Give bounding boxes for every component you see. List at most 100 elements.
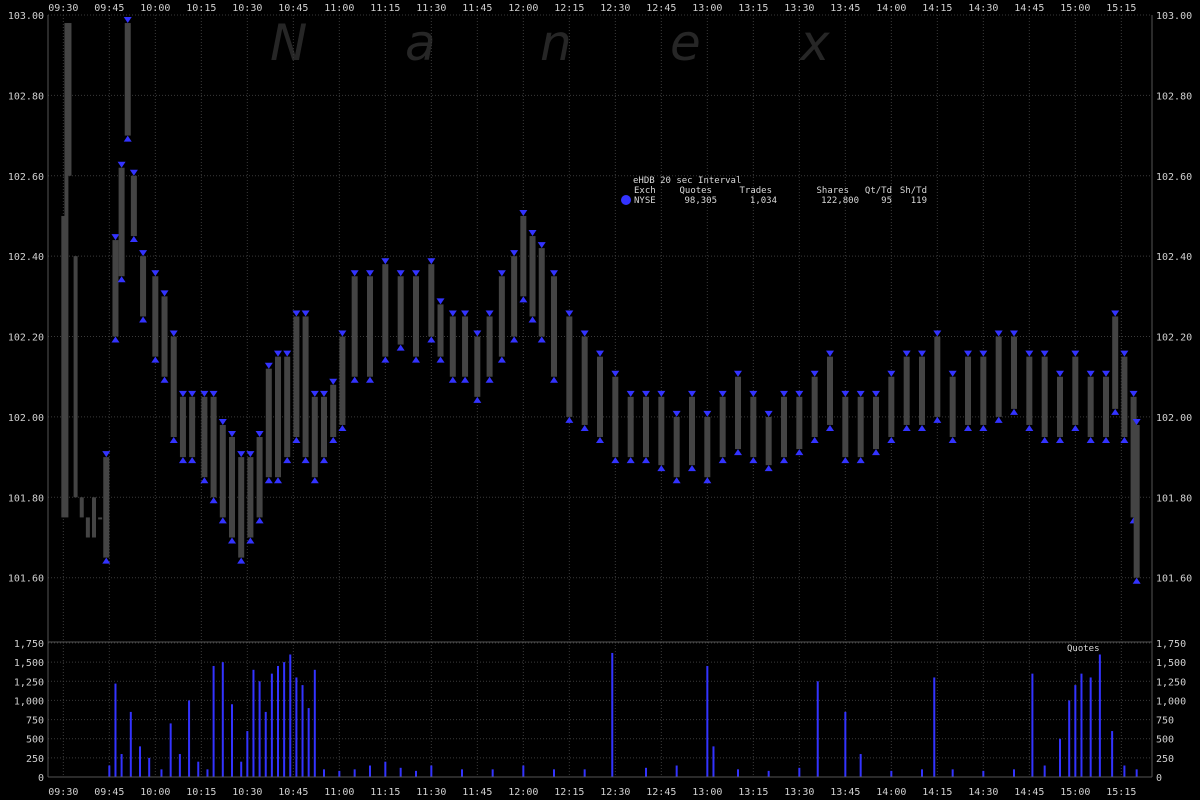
nyse-bid-point [764,465,773,472]
nyse-spread-bar [1057,376,1063,438]
nyse-spread-bar [1121,356,1128,438]
quote-count-bar [206,769,209,777]
nyse-spread-bar [397,276,404,345]
nyse-ask-point [718,390,727,397]
nyse-spread-bar [1112,316,1119,409]
quote-count-bar [240,761,243,777]
nyse-bid-point [948,437,957,444]
trade-range-bar [67,23,72,176]
volume-y-tick-label-left: 750 [26,716,44,727]
nyse-ask-point [1129,390,1138,397]
trade-range-bar [79,497,84,518]
nyse-spread-bar [949,376,956,438]
nyse-spread-bar [750,396,757,458]
x-tick-label-top: 13:00 [692,3,722,14]
x-tick-label-top: 14:30 [968,3,998,14]
nyse-spread-bar [140,256,147,317]
nyse-spread-bar [462,316,469,377]
watermark-letter: n [540,14,572,72]
nyse-bid-point [412,356,420,363]
x-tick-label-bottom: 13:00 [692,787,722,798]
y-tick-label-right: 102.20 [1156,333,1192,344]
nyse-bid-point [320,457,328,464]
nyse-ask-point [688,390,696,397]
nyse-ask-point [283,350,292,357]
quote-count-bar [289,654,292,777]
x-tick-label-top: 12:15 [554,3,584,14]
nyse-bid-point [749,457,758,464]
nyse-bid-point [448,376,457,383]
nyse-ask-point [872,390,880,397]
x-tick-label-bottom: 12:30 [600,787,630,798]
quote-count-bar [1043,765,1046,777]
x-tick-label-bottom: 09:45 [94,787,124,798]
quote-count-bar [1080,673,1083,777]
nyse-ask-point [246,451,255,458]
nyse-spread-bar [551,276,557,377]
quote-count-bar [1013,769,1015,777]
x-tick-label-bottom: 10:15 [186,787,216,798]
nyse-spread-bar [581,336,588,425]
nyse-ask-point [123,17,132,24]
trade-range-bar [73,256,78,498]
nyse-ask-point [255,431,264,438]
x-tick-label-top: 14:00 [876,3,906,14]
nyse-spread-bar [735,376,741,450]
legend-trades-nyse: 1,034 [750,196,777,206]
nyse-ask-point [129,169,138,176]
nyse-ask-point [151,270,160,277]
nyse-spread-bar [210,396,217,498]
nyse-bid-point [979,424,988,431]
nyse-bid-point [933,416,942,423]
x-tick-label-bottom: 10:00 [140,787,170,798]
nyse-spread-bar [311,396,318,478]
nyse-bid-point [672,477,681,484]
nyse-bid-point [301,457,310,464]
nyse-spread-bar [538,248,545,337]
x-tick-label-bottom: 12:45 [646,787,676,798]
nyse-ask-point [1056,370,1064,377]
quote-count-bar [844,711,847,777]
x-tick-label-bottom: 11:15 [370,787,400,798]
nyse-bid-point [810,437,819,444]
nyse-ask-point [338,330,347,337]
nyse-spread-bar [201,396,208,478]
nyse-spread-bar [1087,376,1094,438]
nyse-bid-point [178,457,187,464]
y-tick-label-left: 102.00 [8,413,44,424]
nyse-bid-point [1102,437,1110,444]
x-tick-label-bottom: 11:30 [416,787,446,798]
y-tick-label-right: 102.60 [1156,172,1192,183]
nyse-bid-point [200,477,209,484]
legend-header-sh-td: Sh/Td [900,186,927,196]
legend-header-exch: Exch [634,186,656,196]
nyse-spread-bar [339,336,346,425]
volume-y-tick-label-left: 1,250 [14,677,44,688]
quote-count-bar [307,708,310,777]
nyse-ask-point [188,390,197,397]
volume-label: Quotes [1067,644,1100,654]
nyse-bid-point [139,316,148,323]
nyse-ask-point [117,161,126,168]
nyse-ask-point [749,390,758,397]
nyse-ask-point [320,390,328,397]
y-tick-label-right: 102.80 [1156,91,1192,102]
nyse-bid-point [688,465,696,472]
nyse-ask-point [209,390,218,397]
quote-count-bar [399,767,402,777]
nyse-bid-point [902,424,911,431]
nyse-spread-bar [428,264,435,337]
legend-exch-nyse: NYSE [634,196,656,206]
nyse-spread-bar [118,167,125,277]
nyse-spread-bar [980,356,987,425]
nyse-spread-bar [1072,356,1079,425]
axes: 09:30 09:45 10:00 10:15 10:30 10:45 11:00 11:15… [8,3,1192,798]
nyse-spread-bar [689,396,695,466]
nyse-ask-point [160,290,169,297]
quote-count-bar [120,754,123,777]
quote-count-bar [675,765,678,777]
nyse-ask-point [841,390,850,397]
nyse-bid-point [826,424,834,431]
quote-count-bar [313,669,316,777]
quote-count-bar [1089,677,1092,777]
